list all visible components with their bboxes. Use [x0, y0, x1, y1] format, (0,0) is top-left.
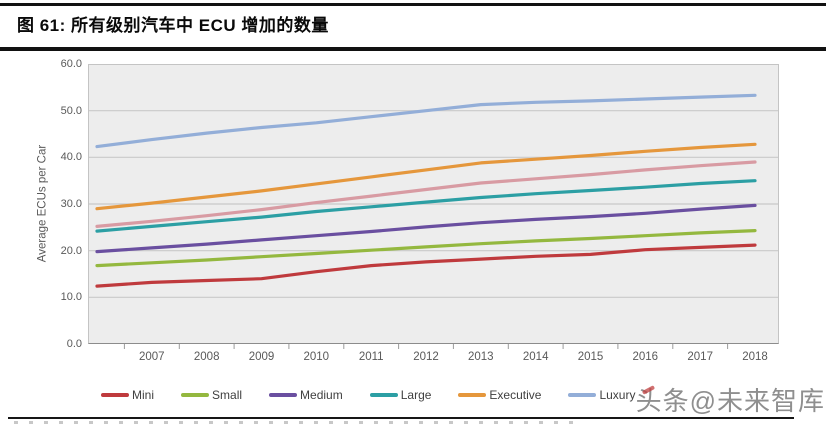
- large-line-swatch: [369, 393, 398, 397]
- x-tick-2013: 2013: [468, 351, 494, 363]
- luxury-line-swatch: [568, 393, 597, 397]
- y-tick-60: 60.0: [60, 58, 82, 70]
- toutiao-watermark: 头条@未来智库: [636, 381, 825, 418]
- legend-label-medium: Medium: [300, 388, 343, 402]
- legend-item-small: Small: [181, 388, 242, 402]
- legend-label-large: Large: [400, 388, 432, 402]
- legend-label-mini: Mini: [132, 388, 155, 402]
- medium-line-swatch: [269, 393, 298, 397]
- x-tick-2014: 2014: [522, 351, 549, 363]
- x-tick-2017: 2017: [687, 351, 713, 363]
- x-tick-2018: 2018: [742, 351, 768, 363]
- executive-line-swatch: [458, 393, 487, 397]
- x-tick-2008: 2008: [193, 351, 220, 363]
- x-tick-2010: 2010: [303, 351, 330, 363]
- legend-item-executive: Executive: [458, 388, 541, 402]
- y-tick-10: 10.0: [60, 291, 82, 304]
- y-tick-0: 0.0: [66, 338, 82, 350]
- y-tick-20: 20.0: [60, 244, 82, 257]
- x-tick-2016: 2016: [632, 351, 659, 363]
- y-tick-50: 50.0: [60, 104, 82, 117]
- legend-label-small: Small: [212, 388, 243, 402]
- x-tick-2007: 2007: [139, 351, 165, 363]
- x-tick-2011: 2011: [358, 351, 384, 363]
- legend-item-medium: Medium: [269, 388, 343, 402]
- watermark-text: 头条@未来智库: [635, 386, 825, 416]
- x-tick-2009: 2009: [248, 351, 275, 363]
- y-tick-30: 30.0: [60, 198, 82, 210]
- line-chart: [89, 93, 778, 349]
- cut-off-text-fragments: [14, 421, 574, 424]
- bottom-divider: [8, 417, 794, 419]
- chart-legend: Mini Small Medium Large Executive Luxury: [101, 388, 635, 402]
- mini-line-swatch: [101, 393, 129, 397]
- legend-item-large: Large: [369, 388, 432, 402]
- x-tick-2012: 2012: [413, 351, 439, 363]
- y-tick-40: 40.0: [60, 151, 82, 164]
- x-tick-2015: 2015: [577, 351, 604, 363]
- small-line-swatch: [181, 393, 210, 397]
- legend-label-executive: Executive: [489, 388, 542, 402]
- legend-item-luxury: Luxury: [568, 388, 635, 402]
- legend-label-luxury: Luxury: [599, 388, 636, 402]
- title-underline-bar: [0, 47, 826, 51]
- figure-title: 图 61: 所有级别汽车中 ECU 增加的数量: [17, 16, 329, 35]
- top-divider: [0, 3, 826, 6]
- legend-item-mini: Mini: [101, 388, 154, 402]
